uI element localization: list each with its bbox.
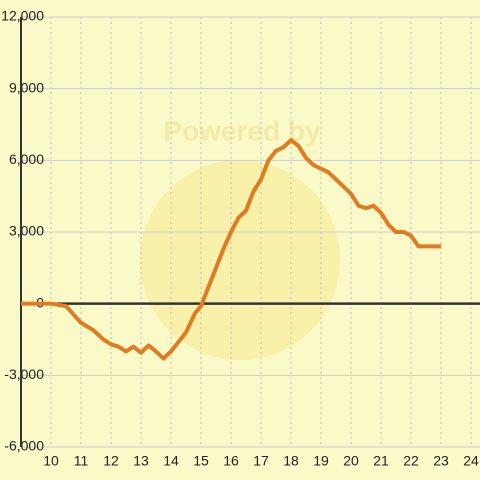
- x-tick-label: 13: [133, 453, 149, 469]
- x-tick-label: 18: [283, 453, 299, 469]
- x-tick-label: 23: [433, 453, 449, 469]
- watermark: Powered by: [163, 115, 321, 146]
- y-tick-label: 9,000: [9, 79, 44, 95]
- x-tick-label: 21: [373, 453, 389, 469]
- x-tick-label: 19: [313, 453, 329, 469]
- x-tick-label: 22: [403, 453, 419, 469]
- x-tick-label: 11: [74, 453, 89, 469]
- x-tick-label: 24: [463, 453, 479, 469]
- y-tick-label: -3,000: [4, 366, 44, 382]
- x-tick-label: 14: [163, 453, 179, 469]
- watermark-logo: [140, 160, 340, 360]
- y-tick-label: 6,000: [9, 151, 44, 167]
- y-tick-label: 3,000: [9, 223, 44, 239]
- y-tick-label: 12,000: [1, 8, 44, 24]
- x-tick-label: 17: [253, 453, 269, 469]
- x-tick-label: 15: [193, 453, 209, 469]
- x-tick-label: 12: [103, 453, 119, 469]
- x-tick-label: 20: [343, 453, 359, 469]
- x-tick-label: 16: [223, 453, 239, 469]
- x-tick-label: 10: [43, 453, 59, 469]
- line: [21, 138, 441, 361]
- y-tick-label: -6,000: [4, 438, 44, 454]
